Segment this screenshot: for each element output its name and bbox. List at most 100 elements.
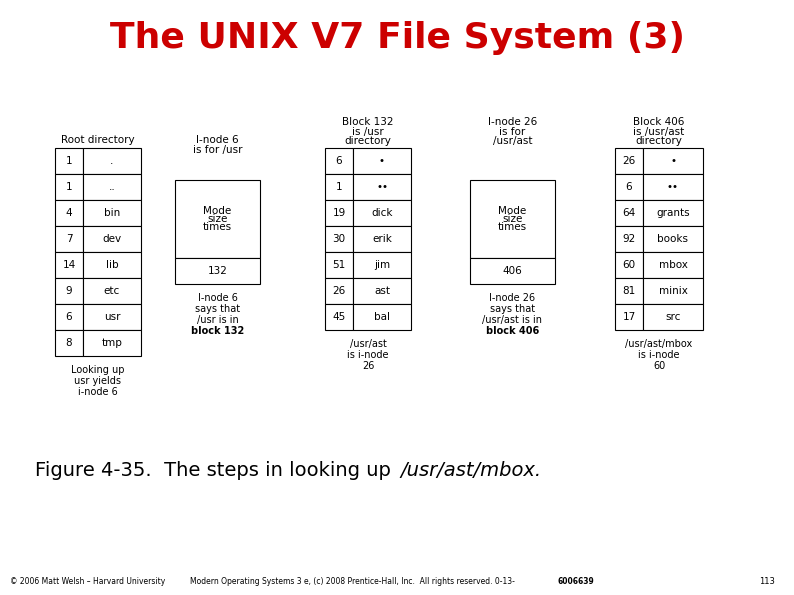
Bar xyxy=(615,226,643,252)
Text: tmp: tmp xyxy=(102,338,122,348)
Text: i-node 6: i-node 6 xyxy=(78,387,118,397)
Bar xyxy=(55,252,83,278)
Bar xyxy=(615,148,643,174)
Text: The UNIX V7 File System (3): The UNIX V7 File System (3) xyxy=(110,21,684,55)
Bar xyxy=(615,200,643,226)
Text: is i-node: is i-node xyxy=(347,350,389,360)
Text: © 2006 Matt Welsh – Harvard University: © 2006 Matt Welsh – Harvard University xyxy=(10,577,165,585)
Text: ••: •• xyxy=(667,182,679,192)
Bar xyxy=(83,174,141,200)
Text: 26: 26 xyxy=(333,286,345,296)
Text: lib: lib xyxy=(106,260,118,270)
Text: /usr is in: /usr is in xyxy=(197,315,238,325)
Bar xyxy=(55,200,83,226)
Bar xyxy=(643,174,703,200)
Text: 26: 26 xyxy=(622,156,636,166)
Bar xyxy=(325,278,353,304)
Text: directory: directory xyxy=(635,136,682,146)
Text: I-node 6: I-node 6 xyxy=(196,135,239,145)
Text: usr yields: usr yields xyxy=(75,376,121,386)
Text: Block 132: Block 132 xyxy=(342,117,394,127)
Text: 14: 14 xyxy=(63,260,75,270)
Text: •: • xyxy=(670,156,676,166)
Bar xyxy=(643,226,703,252)
Text: 26: 26 xyxy=(362,361,374,371)
Bar xyxy=(55,304,83,330)
Bar xyxy=(83,304,141,330)
Bar xyxy=(55,226,83,252)
Bar xyxy=(643,200,703,226)
Bar xyxy=(470,258,555,284)
Text: /usr/ast/mbox.: /usr/ast/mbox. xyxy=(400,461,542,480)
Text: /usr/ast: /usr/ast xyxy=(349,339,387,349)
Text: minix: minix xyxy=(658,286,688,296)
Text: 60: 60 xyxy=(622,260,635,270)
Text: 19: 19 xyxy=(333,208,345,218)
Bar xyxy=(83,252,141,278)
Text: /usr/ast: /usr/ast xyxy=(493,136,532,146)
Bar xyxy=(643,148,703,174)
Bar xyxy=(615,252,643,278)
Text: 30: 30 xyxy=(333,234,345,244)
Text: Mode: Mode xyxy=(203,206,232,216)
Bar xyxy=(353,200,411,226)
Bar xyxy=(175,180,260,258)
Text: ••: •• xyxy=(376,182,388,192)
Text: 45: 45 xyxy=(333,312,345,322)
Bar xyxy=(55,174,83,200)
Text: 132: 132 xyxy=(207,266,227,276)
Text: 1: 1 xyxy=(336,182,342,192)
Text: is for /usr: is for /usr xyxy=(193,145,242,155)
Text: 1: 1 xyxy=(66,156,72,166)
Bar xyxy=(615,304,643,330)
Bar xyxy=(353,174,411,200)
Bar xyxy=(175,258,260,284)
Bar xyxy=(353,278,411,304)
Text: I-node 26: I-node 26 xyxy=(489,293,536,303)
Text: I-node 26: I-node 26 xyxy=(488,117,537,127)
Bar xyxy=(643,304,703,330)
Bar xyxy=(615,278,643,304)
Text: Modern Operating Systems 3 e, (c) 2008 Prentice-Hall, Inc.  All rights reserved.: Modern Operating Systems 3 e, (c) 2008 P… xyxy=(190,577,515,585)
Text: 92: 92 xyxy=(622,234,636,244)
Text: is /usr: is /usr xyxy=(352,127,384,137)
Text: 6: 6 xyxy=(66,312,72,322)
Text: size: size xyxy=(207,214,228,224)
Text: 81: 81 xyxy=(622,286,636,296)
Bar xyxy=(470,180,555,258)
Bar xyxy=(55,278,83,304)
Text: dick: dick xyxy=(372,208,393,218)
Text: bin: bin xyxy=(104,208,120,218)
Text: size: size xyxy=(503,214,522,224)
Bar xyxy=(325,148,353,174)
Bar xyxy=(55,330,83,356)
Text: Root directory: Root directory xyxy=(61,135,135,145)
Text: block 132: block 132 xyxy=(191,326,244,336)
Text: is /usr/ast: is /usr/ast xyxy=(634,127,684,137)
Text: erik: erik xyxy=(372,234,392,244)
Text: I-node 6: I-node 6 xyxy=(198,293,237,303)
Text: /usr/ast is in: /usr/ast is in xyxy=(483,315,542,325)
Text: Looking up: Looking up xyxy=(71,365,125,375)
Text: 17: 17 xyxy=(622,312,636,322)
Bar xyxy=(83,330,141,356)
Bar xyxy=(83,148,141,174)
Bar xyxy=(325,200,353,226)
Text: Mode: Mode xyxy=(499,206,526,216)
Bar xyxy=(325,304,353,330)
Text: dev: dev xyxy=(102,234,121,244)
Text: jim: jim xyxy=(374,260,390,270)
Text: 9: 9 xyxy=(66,286,72,296)
Text: times: times xyxy=(498,222,527,232)
Bar xyxy=(353,148,411,174)
Text: is i-node: is i-node xyxy=(638,350,680,360)
Text: says that: says that xyxy=(490,304,535,314)
Bar xyxy=(615,174,643,200)
Text: times: times xyxy=(203,222,232,232)
Bar xyxy=(643,278,703,304)
Text: books: books xyxy=(657,234,688,244)
Text: 7: 7 xyxy=(66,234,72,244)
Bar xyxy=(83,226,141,252)
Bar xyxy=(643,252,703,278)
Text: block 406: block 406 xyxy=(486,326,539,336)
